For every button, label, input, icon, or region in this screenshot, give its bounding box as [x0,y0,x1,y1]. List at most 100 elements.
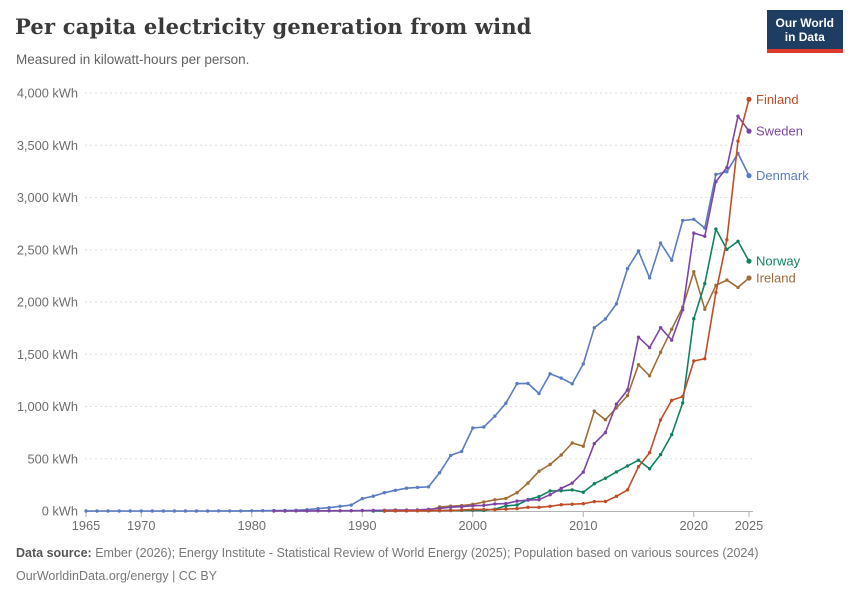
series-point-norway [647,467,652,471]
series-line-finland[interactable] [383,98,750,512]
series-point-sweden [703,234,707,238]
series-point-ireland [581,444,585,448]
series-point-finland [636,465,641,469]
series-point-finland [548,504,552,508]
series-point-finland [725,238,729,242]
series-point-ireland [725,278,729,282]
series-point-denmark [581,362,585,366]
series-label-sweden[interactable]: Sweden [756,124,803,139]
series-label-ireland[interactable]: Ireland [756,270,796,285]
series-point-denmark [261,509,265,513]
x-tick-label-1965: 1965 [72,518,100,533]
footer-source-line: Data source: Ember (2026); Energy Instit… [16,542,836,565]
series-point-ireland [493,498,497,502]
series-point-finland [515,506,519,511]
series-point-sweden [482,503,486,508]
series-point-denmark [150,509,154,513]
series-point-sweden [559,486,563,491]
series-point-finland [537,505,541,509]
series-point-denmark [139,509,143,513]
series-point-ireland [592,409,596,413]
series-point-finland [426,509,431,513]
series-point-sweden [570,481,574,485]
y-tick-label-1500: 1,500 kWh [17,347,78,362]
series-point-sweden [647,345,652,350]
series-point-denmark [382,491,387,495]
series-point-sweden [548,493,552,497]
series-point-denmark [504,401,508,405]
series-point-denmark [106,509,110,513]
chart-footer: Data source: Ember (2026); Energy Instit… [16,542,836,587]
series-point-norway [636,458,641,462]
series-point-sweden [305,509,309,513]
y-tick-label-4000: 4,000 kWh [17,86,78,101]
series-point-norway [581,490,585,494]
series-point-norway [592,482,596,486]
series-point-norway [548,489,552,493]
series-label-norway[interactable]: Norway [756,254,801,269]
series-point-sweden [658,326,663,330]
series-point-ireland [570,441,574,445]
series-point-sweden [592,441,596,446]
series-point-denmark [570,382,574,386]
series-point-finland [581,502,585,506]
series-point-denmark [415,485,420,490]
series-point-finland [437,508,442,513]
series-point-sweden [603,430,608,435]
series-point-denmark [327,506,331,510]
x-tick-label-2025: 2025 [735,518,763,533]
series-point-denmark [349,503,353,507]
series-point-norway [746,258,752,264]
y-tick-label-3000: 3,000 kWh [17,190,78,205]
series-point-ireland [625,393,630,398]
series-point-ireland [515,491,519,495]
footer-source-text: Ember (2026); Energy Institute - Statist… [91,546,759,560]
series-point-norway [625,464,630,468]
series-label-finland[interactable]: Finland [756,92,799,107]
series-point-sweden [681,308,685,312]
series-point-norway [736,239,740,243]
series-point-finland [559,503,563,507]
owid-logo-line2: in Data [784,30,825,45]
series-point-finland [592,499,596,504]
series-point-norway [559,489,563,493]
series-point-ireland [548,462,552,467]
series-point-ireland [658,350,663,354]
series-point-norway [692,317,696,321]
series-label-denmark[interactable]: Denmark [756,168,809,183]
series-point-denmark [725,170,729,174]
series-point-denmark [670,258,674,262]
series-point-finland [449,508,453,513]
series-line-ireland[interactable] [383,270,750,512]
series-point-sweden [504,501,508,506]
series-point-denmark [194,509,199,513]
series-point-ireland [603,418,608,422]
owid-logo[interactable]: Our World in Data [766,10,843,54]
x-tick-label-1970: 1970 [127,518,155,533]
series-point-sweden [360,508,364,513]
x-tick-label-2010: 2010 [569,518,597,533]
series-point-ireland [670,327,674,331]
series-line-denmark[interactable] [85,152,750,512]
series-point-finland [614,494,619,498]
series-point-ireland [746,275,752,281]
series-point-denmark [360,496,364,501]
series-point-sweden [670,338,674,342]
series-point-denmark [393,488,398,492]
chart-subtitle: Measured in kilowatt-hours per person. [16,52,250,67]
series-point-denmark [183,509,188,513]
series-point-sweden [338,509,342,513]
series-line-sweden[interactable] [273,115,750,512]
series-point-norway [681,401,685,405]
owid-logo-line1: Our World [775,16,834,30]
series-point-sweden [614,402,619,406]
series-point-finland [460,508,464,512]
y-tick-label-3500: 3,500 kWh [17,138,78,153]
series-point-sweden [471,504,475,508]
series-point-finland [382,509,387,513]
series-point-denmark [714,172,718,177]
series-point-norway [570,488,574,492]
series-point-denmark [526,381,530,386]
series-point-sweden [725,165,729,170]
series-point-denmark [692,217,696,221]
